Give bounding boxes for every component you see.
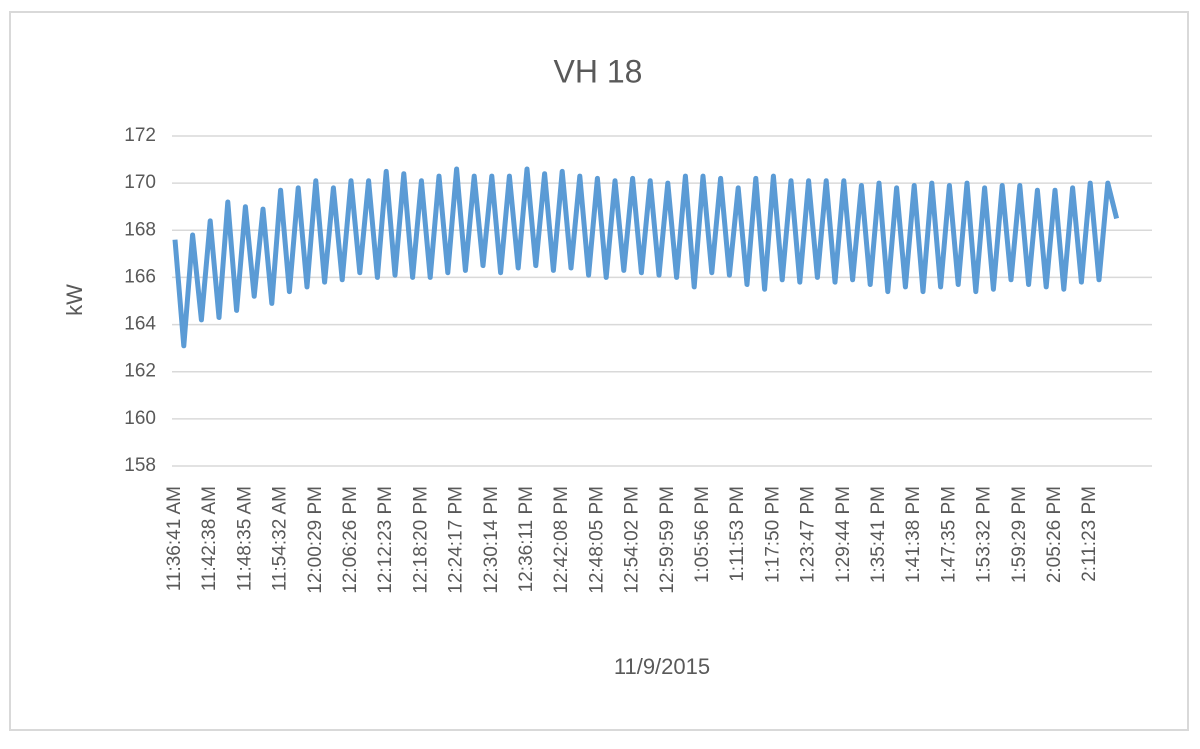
x-tick-label: 11:42:38 AM xyxy=(199,486,220,591)
x-tick-label: 1:17:50 PM xyxy=(762,486,783,583)
y-tick-label: 168 xyxy=(124,219,156,240)
x-tick-label: 11:48:35 AM xyxy=(234,486,255,591)
x-axis-title: 11/9/2015 xyxy=(614,654,710,679)
x-tick-label: 1:59:29 PM xyxy=(1009,486,1030,583)
x-tick-label: 12:48:05 PM xyxy=(586,486,607,594)
x-tick-label: 2:05:26 PM xyxy=(1044,486,1065,583)
y-tick-label: 158 xyxy=(124,455,156,476)
x-tick-label: 12:12:23 PM xyxy=(375,486,396,594)
x-tick-label: 1:23:47 PM xyxy=(798,486,819,583)
y-tick-label: 162 xyxy=(124,361,156,382)
x-tick-label: 1:35:41 PM xyxy=(868,486,889,583)
x-tick-label: 1:29:44 PM xyxy=(833,486,854,583)
x-tick-label: 12:42:08 PM xyxy=(551,486,572,594)
y-axis-title: kW xyxy=(62,284,87,316)
y-tick-label: 160 xyxy=(124,408,156,429)
x-tick-label: 11:54:32 AM xyxy=(270,486,291,591)
x-tick-label: 1:05:56 PM xyxy=(692,486,713,583)
x-tick-label: 12:54:02 PM xyxy=(622,486,643,594)
y-tick-label: 166 xyxy=(124,266,156,287)
x-tick-label: 12:30:14 PM xyxy=(481,486,502,594)
x-tick-label: 1:11:53 PM xyxy=(727,486,748,582)
x-tick-label: 2:11:23 PM xyxy=(1079,486,1100,582)
x-tick-label: 11:36:41 AM xyxy=(164,486,185,591)
y-tick-label: 164 xyxy=(124,314,156,335)
y-tick-label: 170 xyxy=(124,172,156,193)
x-tick-label: 12:18:20 PM xyxy=(410,486,431,594)
y-tick-label: 172 xyxy=(124,125,156,146)
x-tick-label: 12:00:29 PM xyxy=(305,486,326,594)
x-tick-label: 1:41:38 PM xyxy=(903,486,924,583)
x-tick-label: 1:47:35 PM xyxy=(938,486,959,583)
data-line xyxy=(172,166,1120,349)
x-tick-label: 12:59:59 PM xyxy=(657,486,678,594)
x-tick-label: 1:53:32 PM xyxy=(974,486,995,583)
x-tick-label: 12:36:11 PM xyxy=(516,486,537,592)
x-tick-label: 12:06:26 PM xyxy=(340,486,361,594)
x-tick-label: 12:24:17 PM xyxy=(446,486,467,594)
chart-title: VH 18 xyxy=(554,53,643,89)
